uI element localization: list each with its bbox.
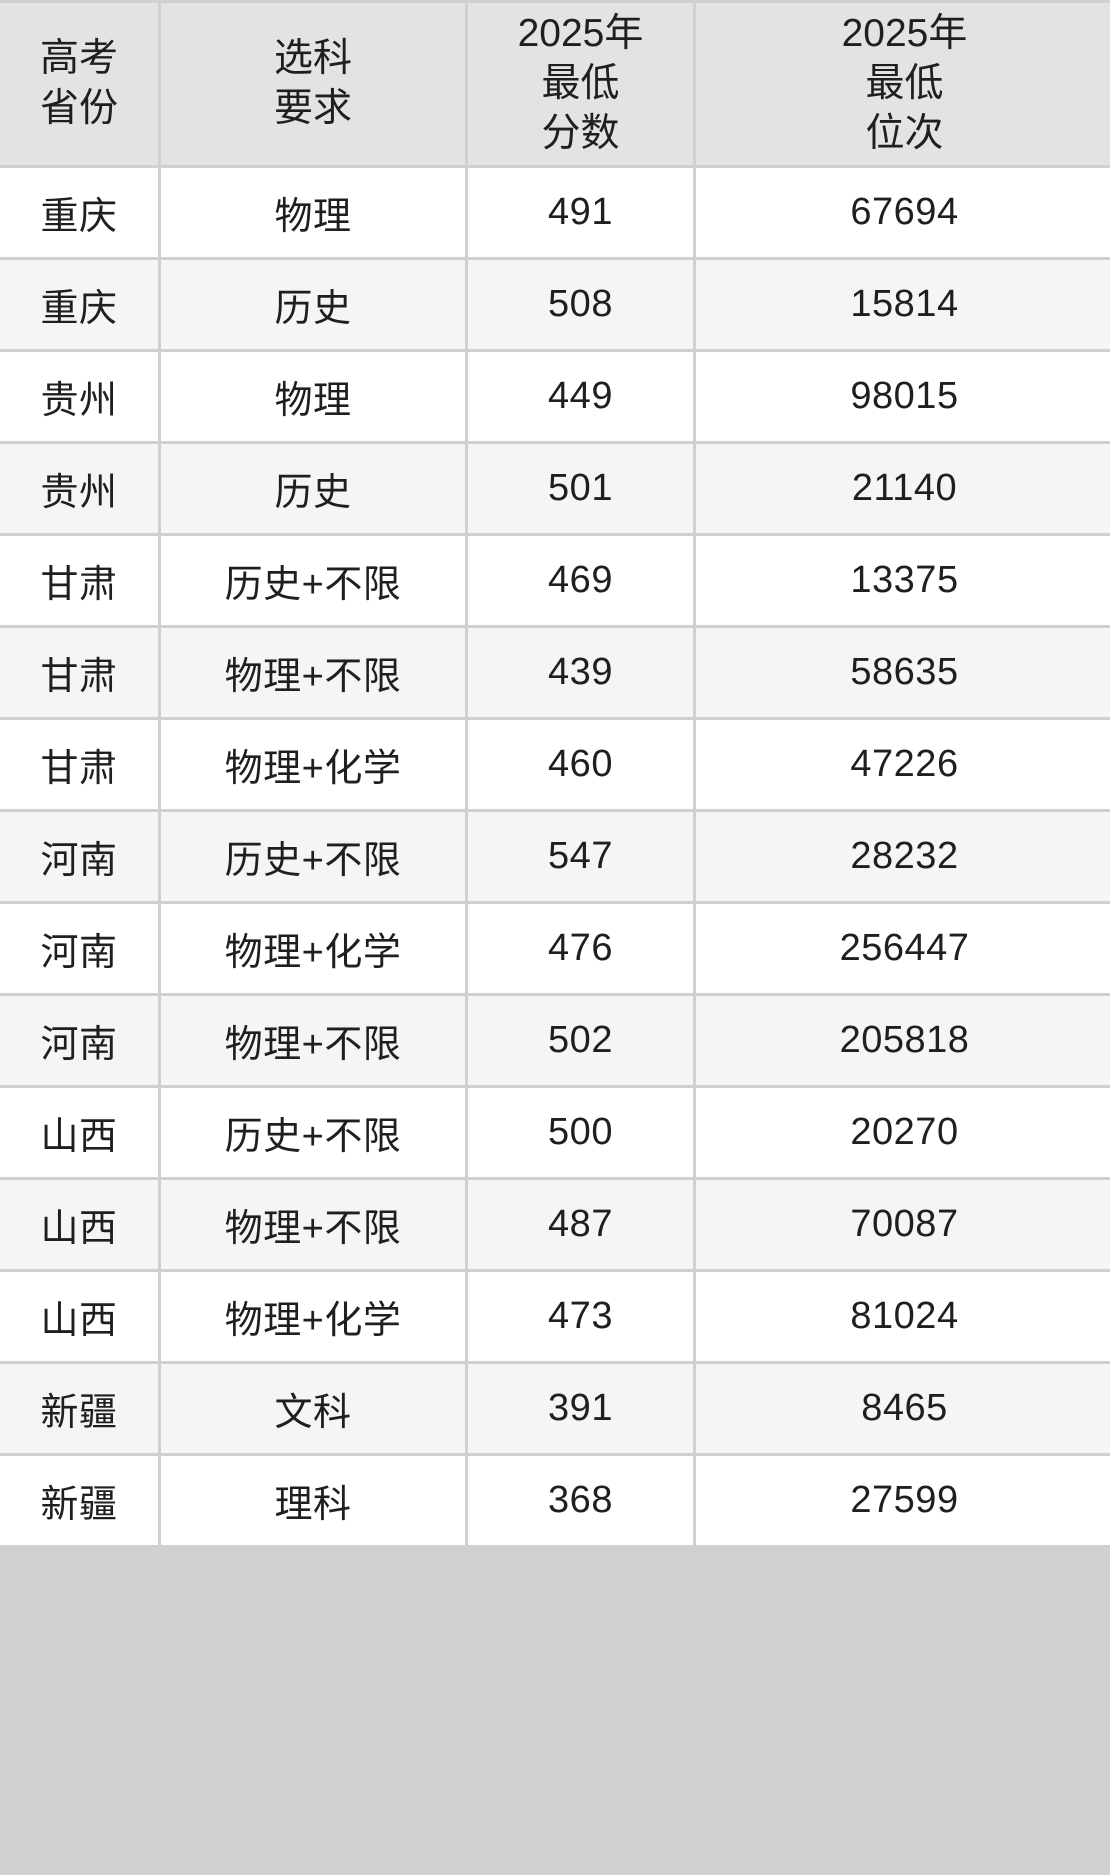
table-row: 河南 物理+不限 502 205818 <box>0 996 1110 1085</box>
cell-rank: 98015 <box>696 352 1110 441</box>
cell-score: 469 <box>468 536 693 625</box>
cell-rank: 58635 <box>696 628 1110 717</box>
column-header-label-province: 高考 省份 <box>40 34 118 134</box>
table-row: 重庆 物理 491 67694 <box>0 168 1110 257</box>
cell-rank: 67694 <box>696 168 1110 257</box>
cell-subject: 物理+不限 <box>161 628 465 717</box>
cell-subject: 历史+不限 <box>161 536 465 625</box>
column-header-rank: 2025年最低位次 <box>696 3 1110 165</box>
table-header-row: 高考 省份 选科 要求 2025年 最低 分数 2025年 最低 位次 <box>0 3 1110 165</box>
column-header-label-score: 2025年最低分数 <box>518 9 644 159</box>
column-header-line: 2025年 <box>841 12 968 56</box>
cell-subject: 物理+不限 <box>161 1180 465 1269</box>
cell-score: 487 <box>468 1180 693 1269</box>
cell-rank: 28232 <box>696 812 1110 901</box>
cell-rank: 205818 <box>696 996 1110 1085</box>
cell-subject: 历史+不限 <box>161 812 465 901</box>
table-row: 新疆 文科 391 8465 <box>0 1364 1110 1453</box>
cell-rank: 20270 <box>696 1088 1110 1177</box>
column-header-province: 高考 省份 <box>0 3 158 165</box>
cell-subject: 物理+不限 <box>161 996 465 1085</box>
cell-subject: 物理 <box>161 168 465 257</box>
column-header-subject: 选科 要求 <box>161 3 465 165</box>
table-row: 新疆 理科 368 27599 <box>0 1456 1110 1545</box>
cell-score: 476 <box>468 904 693 993</box>
table-row: 甘肃 历史+不限 469 13375 <box>0 536 1110 625</box>
cell-province: 重庆 <box>0 168 158 257</box>
cell-province: 山西 <box>0 1272 158 1361</box>
cell-province: 河南 <box>0 904 158 993</box>
cell-province: 新疆 <box>0 1456 158 1545</box>
column-header-label-subject: 选科 要求 <box>274 34 352 134</box>
table-row: 河南 物理+化学 476 256447 <box>0 904 1110 993</box>
cell-rank: 21140 <box>696 444 1110 533</box>
cell-score: 500 <box>468 1088 693 1177</box>
column-header-line: 最低 <box>541 62 620 106</box>
cell-province: 贵州 <box>0 444 158 533</box>
cell-rank: 15814 <box>696 260 1110 349</box>
cell-subject: 历史+不限 <box>161 1088 465 1177</box>
cell-province: 新疆 <box>0 1364 158 1453</box>
cell-subject: 文科 <box>161 1364 465 1453</box>
table-row: 山西 物理+不限 487 70087 <box>0 1180 1110 1269</box>
column-header-score: 2025年最低分数 <box>468 3 693 165</box>
cell-subject: 理科 <box>161 1456 465 1545</box>
column-header-label-rank: 2025年最低位次 <box>842 9 968 159</box>
table-row: 贵州 物理 449 98015 <box>0 352 1110 441</box>
cell-subject: 历史 <box>161 260 465 349</box>
cell-score: 508 <box>468 260 693 349</box>
column-header-line: 位次 <box>865 111 944 155</box>
cell-province: 贵州 <box>0 352 158 441</box>
table-row: 甘肃 物理+化学 460 47226 <box>0 720 1110 809</box>
cell-score: 460 <box>468 720 693 809</box>
cell-province: 河南 <box>0 996 158 1085</box>
cell-province: 河南 <box>0 812 158 901</box>
cell-score: 449 <box>468 352 693 441</box>
cell-rank: 8465 <box>696 1364 1110 1453</box>
column-header-line: 选科 <box>273 37 352 81</box>
cell-province: 甘肃 <box>0 720 158 809</box>
cell-rank: 47226 <box>696 720 1110 809</box>
column-header-line: 分数 <box>541 111 620 155</box>
cell-subject: 物理+化学 <box>161 720 465 809</box>
cell-subject: 物理+化学 <box>161 1272 465 1361</box>
cell-province: 重庆 <box>0 260 158 349</box>
table-row: 贵州 历史 501 21140 <box>0 444 1110 533</box>
cell-score: 502 <box>468 996 693 1085</box>
column-header-line: 要求 <box>273 87 352 130</box>
cell-score: 491 <box>468 168 693 257</box>
column-header-line: 高考 <box>39 37 118 81</box>
cell-rank: 13375 <box>696 536 1110 625</box>
cell-score: 391 <box>468 1364 693 1453</box>
table-row: 重庆 历史 508 15814 <box>0 260 1110 349</box>
column-header-line: 2025年 <box>517 12 644 56</box>
table-row: 甘肃 物理+不限 439 58635 <box>0 628 1110 717</box>
cell-subject: 历史 <box>161 444 465 533</box>
cell-rank: 256447 <box>696 904 1110 993</box>
cell-rank: 81024 <box>696 1272 1110 1361</box>
column-header-line: 省份 <box>39 87 118 130</box>
cell-score: 368 <box>468 1456 693 1545</box>
cell-province: 甘肃 <box>0 628 158 717</box>
cell-rank: 70087 <box>696 1180 1110 1269</box>
cell-subject: 物理 <box>161 352 465 441</box>
cell-score: 439 <box>468 628 693 717</box>
cell-province: 山西 <box>0 1088 158 1177</box>
cell-score: 547 <box>468 812 693 901</box>
cell-rank: 27599 <box>696 1456 1110 1545</box>
cell-province: 甘肃 <box>0 536 158 625</box>
cell-subject: 物理+化学 <box>161 904 465 993</box>
cell-province: 山西 <box>0 1180 158 1269</box>
cell-score: 473 <box>468 1272 693 1361</box>
table-row: 河南 历史+不限 547 28232 <box>0 812 1110 901</box>
table-row: 山西 历史+不限 500 20270 <box>0 1088 1110 1177</box>
cell-score: 501 <box>468 444 693 533</box>
table-row: 山西 物理+化学 473 81024 <box>0 1272 1110 1361</box>
column-header-line: 最低 <box>865 62 944 106</box>
